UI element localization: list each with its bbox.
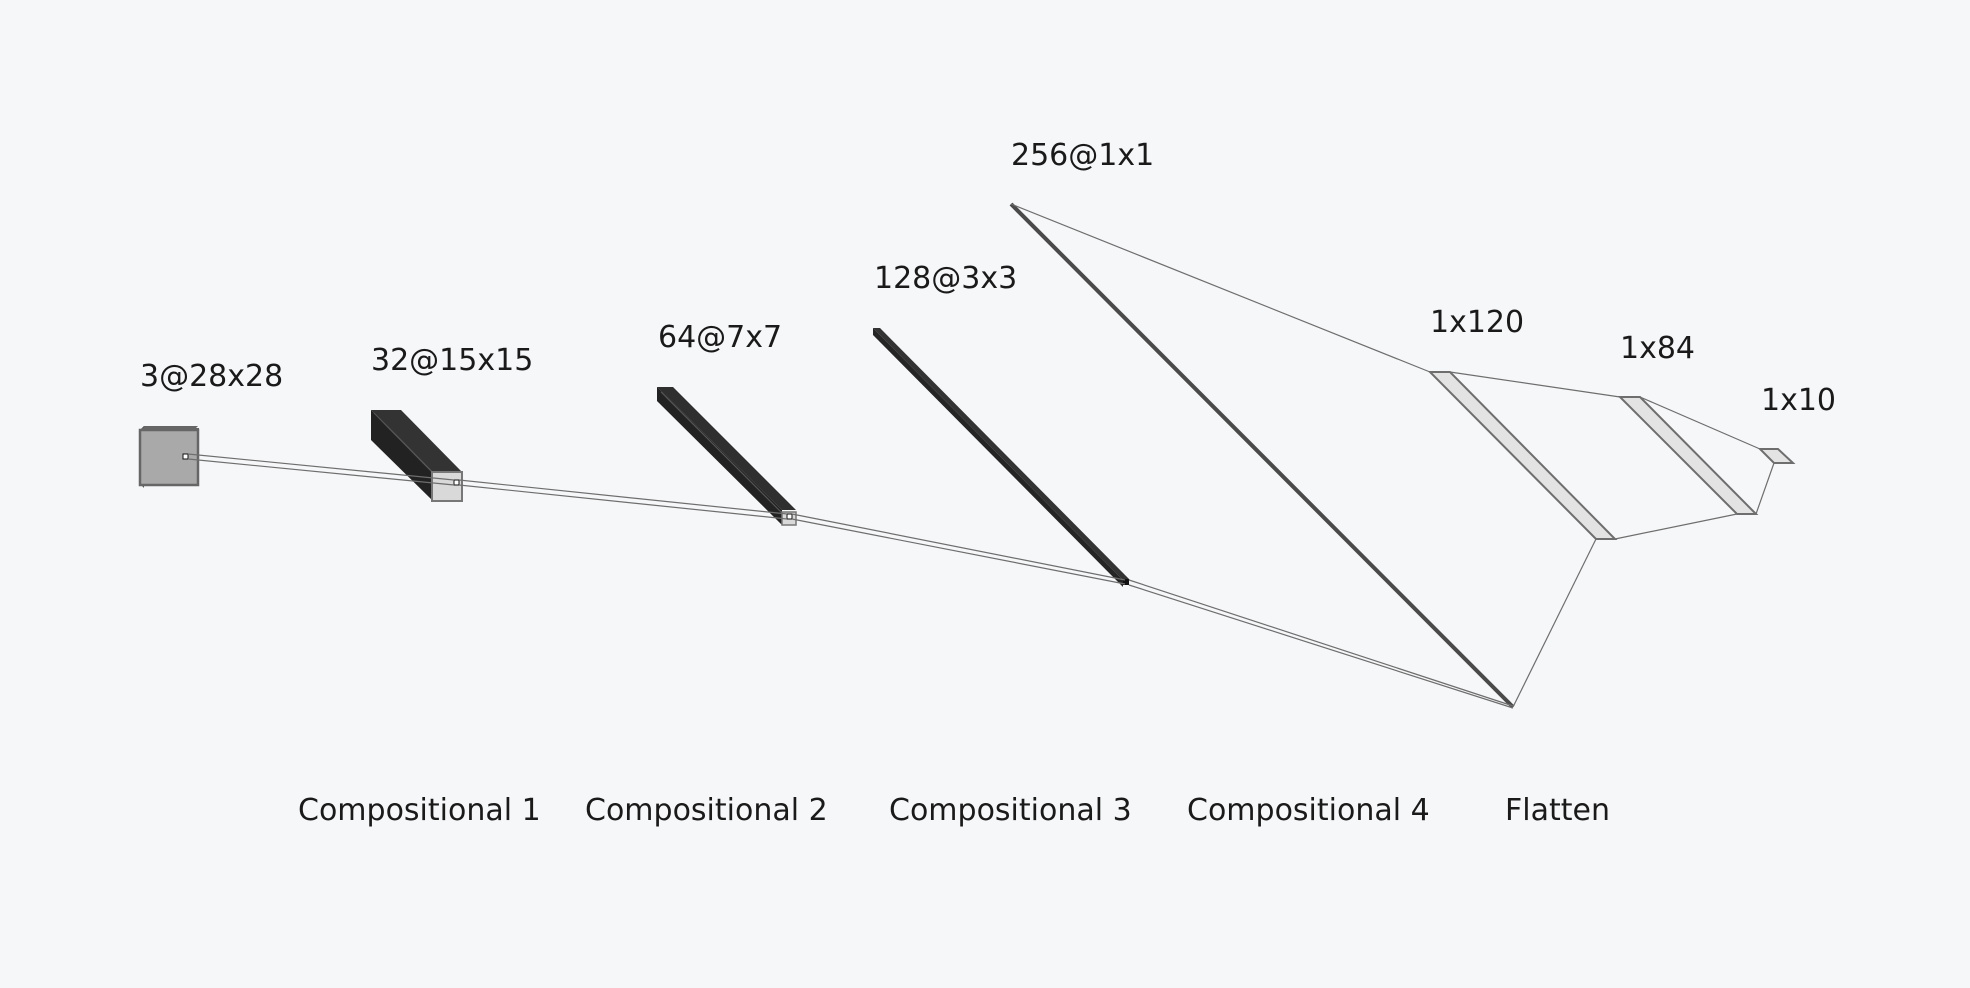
label-conv3: 128@3x3 — [874, 261, 1018, 296]
layer-conv1 — [371, 410, 463, 502]
stage-label-compositional-3: Compositional 3 — [889, 793, 1132, 828]
layer-conv4 — [1009, 202, 1515, 709]
label-conv4: 256@1x1 — [1011, 138, 1155, 173]
label-fc1: 1x120 — [1430, 305, 1525, 340]
layer-conv3 — [873, 328, 1130, 587]
label-fc3: 1x10 — [1761, 383, 1837, 418]
layer-input — [138, 426, 200, 488]
layer-fc1 — [1427, 371, 1618, 540]
label-input: 3@28x28 — [140, 359, 284, 394]
layer-fc2 — [1617, 396, 1759, 515]
layer-conv2 — [657, 387, 797, 526]
stage-label-compositional-2: Compositional 2 — [585, 793, 828, 828]
stage-label-compositional-4: Compositional 4 — [1187, 793, 1430, 828]
label-conv2: 64@7x7 — [658, 320, 783, 355]
stage-label-compositional-1: Compositional 1 — [298, 793, 541, 828]
label-fc2: 1x84 — [1620, 331, 1696, 366]
stage-label-flatten: Flatten — [1505, 793, 1610, 828]
connection-edges — [187, 203, 1775, 709]
layer-fc3 — [1757, 448, 1796, 464]
label-conv1: 32@15x15 — [371, 343, 534, 378]
